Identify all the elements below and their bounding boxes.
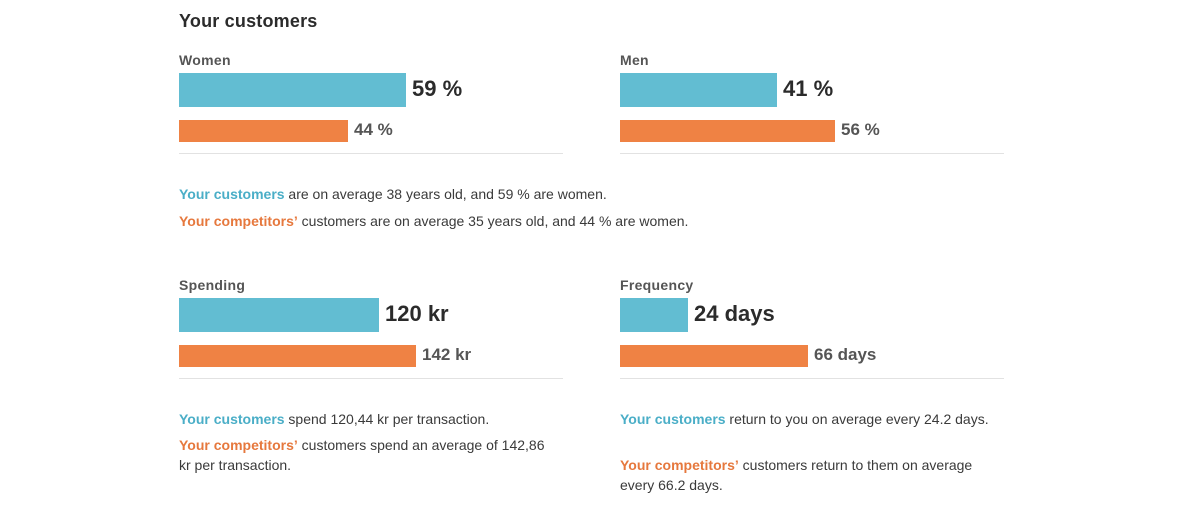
page-title: Your customers [179, 11, 318, 31]
value-label-men-competitors: 56 % [841, 120, 880, 139]
legend-label-competitors: Your competitors’ [179, 437, 298, 453]
note-text: customers return to them on average ever… [620, 457, 973, 493]
legend-label-you: Your customers [620, 411, 726, 427]
bar-women-competitors [179, 120, 348, 142]
note-text: return to you on average every 24.2 days… [725, 411, 989, 427]
divider [620, 378, 1004, 379]
bar-women-you [179, 73, 406, 107]
value-label-men-you: 41 % [783, 76, 834, 101]
gender-note-competitors: Your competitors’ customers are on avera… [179, 211, 939, 231]
spending-note-you: Your customers spend 120,44 kr per trans… [179, 409, 559, 429]
legend-label-competitors: Your competitors’ [620, 457, 739, 473]
divider [179, 378, 563, 379]
chart-title-frequency: Frequency [620, 277, 694, 293]
value-label-spending-competitors: 142 kr [422, 345, 472, 364]
chart-panel-frequency: Frequency 24 days 66 days [620, 277, 1004, 387]
bar-spending-competitors [179, 345, 416, 367]
divider [179, 153, 563, 154]
note-text: customers spend an average of 142,86 kr … [179, 437, 545, 473]
bar-men-you [620, 73, 777, 107]
gender-note-you: Your customers are on average 38 years o… [179, 184, 939, 204]
chart-title-spending: Spending [179, 277, 246, 293]
divider [620, 153, 1004, 154]
note-text: are on average 38 years old, and 59 % ar… [284, 186, 607, 202]
note-text: customers are on average 35 years old, a… [297, 213, 689, 229]
chart-panel-women: Women 59 % 44 % [179, 52, 563, 162]
value-label-women-competitors: 44 % [354, 120, 393, 139]
chart-title-men: Men [620, 52, 649, 68]
bar-frequency-competitors [620, 345, 808, 367]
bar-frequency-you [620, 298, 688, 332]
legend-label-competitors: Your competitors’ [179, 213, 298, 229]
chart-panel-men: Men 41 % 56 % [620, 52, 1004, 162]
note-text: spend 120,44 kr per transaction. [284, 411, 490, 427]
bar-men-competitors [620, 120, 835, 142]
value-label-frequency-you: 24 days [694, 301, 775, 326]
value-label-spending-you: 120 kr [385, 301, 449, 326]
legend-label-you: Your customers [179, 186, 285, 202]
bar-spending-you [179, 298, 379, 332]
frequency-note-you: Your customers return to you on average … [620, 409, 1000, 429]
frequency-note-competitors: Your competitors’ customers return to th… [620, 455, 980, 495]
value-label-women-you: 59 % [412, 76, 463, 101]
legend-label-you: Your customers [179, 411, 285, 427]
chart-title-women: Women [179, 52, 231, 68]
spending-note-competitors: Your competitors’ customers spend an ave… [179, 435, 549, 475]
value-label-frequency-competitors: 66 days [814, 345, 877, 364]
chart-panel-spending: Spending 120 kr 142 kr [179, 277, 563, 387]
